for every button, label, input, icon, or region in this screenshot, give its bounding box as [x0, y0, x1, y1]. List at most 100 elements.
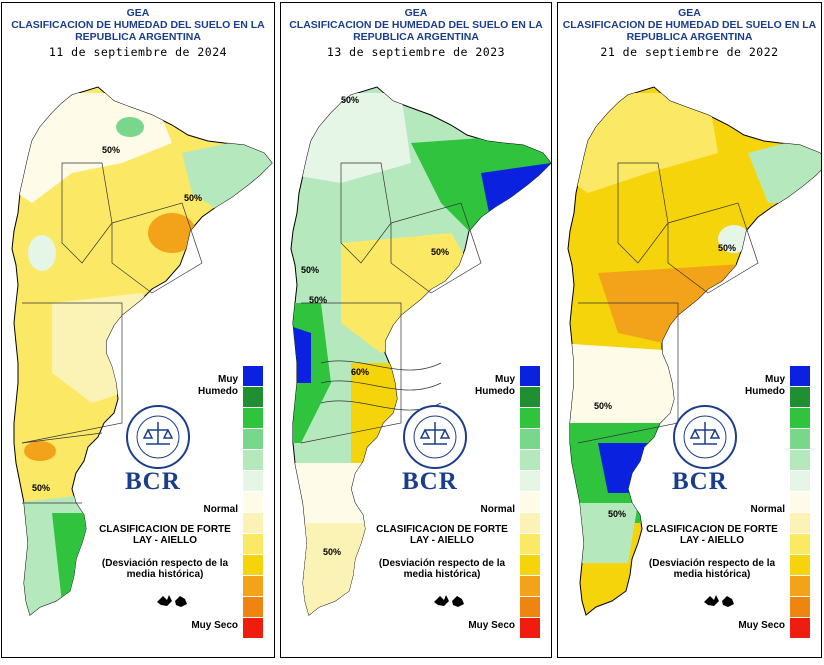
legend-swatch: [243, 366, 263, 387]
legend-swatch: [520, 366, 540, 387]
region-very-wet-west: [291, 323, 311, 383]
contour-label: 50%: [341, 95, 359, 105]
map-date: 13 de septiembre de 2023: [326, 45, 506, 59]
legend-mid-label: Normal: [750, 504, 785, 515]
legend-swatch: [243, 576, 263, 597]
color-legend: [790, 366, 810, 639]
classification-title: CLASIFICACION DE FORTE LAY - AIELLO: [376, 524, 508, 546]
bcr-seal-icon: [673, 405, 737, 469]
legend-swatch: [520, 555, 540, 576]
region-dry-core: [149, 344, 185, 372]
classification-note: (Desviación respecto de la media históri…: [101, 558, 229, 580]
map-date: 21 de septiembre de 2022: [600, 45, 779, 59]
legend-swatch: [243, 597, 263, 618]
legend-swatch: [790, 618, 810, 639]
contour-label: 50%: [309, 295, 327, 305]
panel-header: GEA CLASIFICACION DE HUMEDAD DEL SUELO E…: [558, 7, 821, 58]
region-wet-center: [439, 315, 483, 351]
legend-swatch: [243, 555, 263, 576]
bcr-seal-icon: [403, 405, 467, 469]
contour-label: 50%: [102, 145, 120, 155]
contour-label: 50%: [608, 509, 626, 519]
legend-swatch: [520, 534, 540, 555]
legend-mid-label: Normal: [480, 504, 515, 515]
map-panel-2024: GEA CLASIFICACION DE HUMEDAD DEL SUELO E…: [1, 2, 275, 658]
legend-swatch: [790, 408, 810, 429]
contour-label: 50%: [184, 193, 202, 203]
region-dry-center: [341, 233, 481, 353]
contour-label: 60%: [351, 367, 369, 377]
classification-note: (Desviación respecto de la media históri…: [648, 558, 776, 580]
legend-swatch: [243, 513, 263, 534]
org-name: GEA: [404, 7, 428, 19]
legend-top-label: Muy Humedo: [745, 374, 785, 397]
legend-swatch: [520, 387, 540, 408]
map-date: 11 de septiembre de 2024: [48, 45, 228, 59]
region-very-wet-south: [598, 443, 658, 493]
legend-top-label: Muy Humedo: [475, 374, 515, 397]
classification-title: CLASIFICACION DE FORTE LAY - AIELLO: [99, 524, 231, 546]
legend-swatch: [520, 618, 540, 639]
panel-header: GEA CLASIFICACION DE HUMEDAD DEL SUELO E…: [281, 7, 551, 58]
legend-swatch: [790, 534, 810, 555]
region-pale-west: [28, 235, 56, 271]
soil-moisture-map: 50% 50% 50%: [11, 86, 273, 616]
legend-swatch: [520, 576, 540, 597]
legend-swatch: [790, 597, 810, 618]
legend-bottom-label: Muy Seco: [738, 620, 785, 631]
classification-note: (Desviación respecto de la media históri…: [378, 558, 506, 580]
legend-bottom-label: Muy Seco: [468, 620, 515, 631]
legend-swatch: [790, 492, 810, 513]
map-title: CLASIFICACION DE HUMEDAD DEL SUELO EN LA…: [562, 19, 817, 43]
map-title: CLASIFICACION DE HUMEDAD DEL SUELO EN LA…: [289, 19, 543, 43]
region-pale-east: [718, 225, 750, 253]
contour-label: 50%: [594, 401, 612, 411]
malvinas-islands-icon: [157, 595, 187, 607]
legend-swatch: [790, 471, 810, 492]
legend-swatch: [243, 534, 263, 555]
legend-swatch: [520, 450, 540, 471]
legend-swatch: [520, 429, 540, 450]
legend-swatch: [790, 576, 810, 597]
legend-swatch: [790, 450, 810, 471]
map-panel-2023: GEA CLASIFICACION DE HUMEDAD DEL SUELO E…: [280, 2, 552, 658]
region-very-wet-northeast: [481, 163, 551, 233]
contour-label: 50%: [431, 247, 449, 257]
legend-swatch: [520, 492, 540, 513]
contour-label: 50%: [718, 243, 736, 253]
color-legend: [243, 366, 263, 639]
legend-swatch: [790, 366, 810, 387]
contour-label: 50%: [301, 265, 319, 275]
legend-swatch: [790, 429, 810, 450]
region-pale-south: [291, 523, 371, 615]
malvinas-islands-icon: [434, 595, 464, 607]
color-legend: [520, 366, 540, 639]
map-panel-2022: GEA CLASIFICACION DE HUMEDAD DEL SUELO E…: [557, 2, 822, 658]
bcr-seal-icon: [126, 405, 190, 469]
org-name: GEA: [678, 7, 701, 19]
bcr-logo-text: BCR: [672, 468, 728, 495]
panel-header: GEA CLASIFICACION DE HUMEDAD DEL SUELO E…: [2, 7, 274, 58]
legend-swatch: [243, 387, 263, 408]
region-red-spot: [698, 305, 718, 321]
region-orange-center: [148, 213, 196, 253]
legend-swatch: [520, 471, 540, 492]
contour-label: 50%: [32, 483, 50, 493]
legend-swatch: [520, 513, 540, 534]
soil-moisture-map: 50% 50% 50%: [567, 86, 821, 616]
region-wet-spot: [116, 117, 144, 137]
bcr-logo-text: BCR: [402, 468, 458, 495]
legend-bottom-label: Muy Seco: [191, 620, 238, 631]
region-wet-south: [12, 493, 102, 615]
map-title: CLASIFICACION DE HUMEDAD DEL SUELO EN LA…: [11, 19, 265, 43]
legend-top-label: Muy Humedo: [198, 374, 238, 397]
bcr-logo-text: BCR: [125, 468, 181, 495]
legend-swatch: [790, 513, 810, 534]
legend-mid-label: Normal: [203, 504, 238, 515]
region-orange-west: [24, 441, 56, 461]
classification-title: CLASIFICACION DE FORTE LAY - AIELLO: [646, 524, 778, 546]
legend-swatch: [243, 471, 263, 492]
contour-label: 50%: [323, 547, 341, 557]
legend-swatch: [790, 387, 810, 408]
soil-moisture-map: 50% 50% 50% 60% 50% 50%: [290, 86, 551, 616]
